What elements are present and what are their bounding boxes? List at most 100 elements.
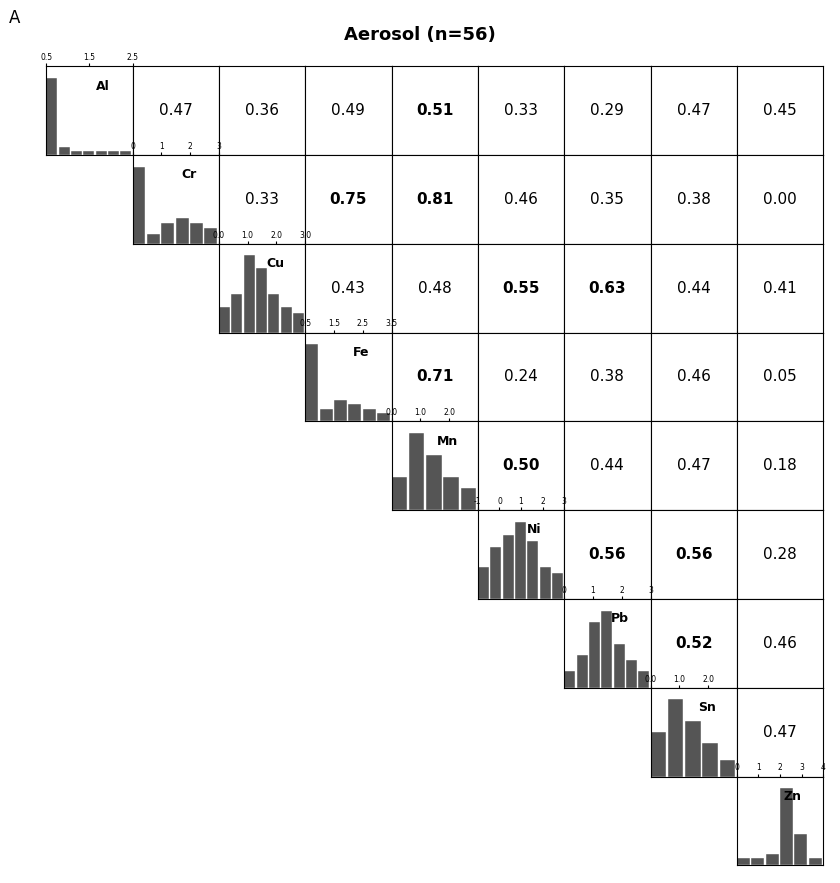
Text: Aerosol (n=56): Aerosol (n=56): [344, 26, 496, 44]
Bar: [491, 547, 501, 599]
Text: 0.52: 0.52: [675, 636, 712, 651]
Bar: [293, 313, 304, 333]
Text: 0.36: 0.36: [245, 103, 279, 118]
Text: 0.48: 0.48: [417, 281, 452, 296]
Bar: [363, 409, 375, 421]
Bar: [120, 151, 131, 155]
Bar: [478, 567, 489, 599]
Bar: [638, 671, 649, 688]
Text: 0.47: 0.47: [764, 725, 797, 740]
Text: Zn: Zn: [784, 790, 802, 803]
Bar: [133, 167, 145, 244]
Text: 0.29: 0.29: [591, 103, 624, 118]
Bar: [528, 541, 538, 599]
Bar: [256, 268, 267, 333]
Text: 0.44: 0.44: [677, 281, 711, 296]
Bar: [377, 413, 390, 421]
Bar: [281, 307, 291, 333]
Text: 0.71: 0.71: [416, 369, 454, 384]
Text: 0.33: 0.33: [245, 192, 279, 207]
Text: 0.51: 0.51: [416, 103, 454, 118]
Bar: [668, 699, 684, 776]
Bar: [515, 522, 526, 599]
Text: 0.45: 0.45: [764, 103, 797, 118]
Bar: [685, 721, 701, 776]
Text: A: A: [8, 9, 20, 26]
Bar: [576, 654, 588, 688]
Bar: [334, 400, 347, 421]
Bar: [502, 534, 513, 599]
Text: 0.18: 0.18: [764, 458, 797, 473]
Text: 0.46: 0.46: [504, 192, 538, 207]
Text: 0.38: 0.38: [677, 192, 711, 207]
Bar: [539, 567, 551, 599]
Text: 0.75: 0.75: [329, 192, 367, 207]
Bar: [59, 147, 70, 155]
Bar: [426, 455, 442, 510]
Text: 0.44: 0.44: [591, 458, 624, 473]
Text: 0.35: 0.35: [591, 192, 624, 207]
Text: 0.47: 0.47: [677, 103, 711, 118]
Bar: [737, 857, 750, 865]
Bar: [751, 857, 764, 865]
Text: 0.55: 0.55: [502, 281, 540, 296]
Text: Sn: Sn: [698, 701, 716, 714]
Text: 0.00: 0.00: [764, 192, 797, 207]
Text: 0.49: 0.49: [332, 103, 365, 118]
Bar: [552, 573, 563, 599]
Bar: [765, 854, 779, 865]
Bar: [219, 307, 230, 333]
Bar: [613, 644, 625, 688]
Bar: [176, 218, 189, 244]
Bar: [809, 857, 822, 865]
Text: 0.56: 0.56: [589, 547, 626, 562]
Bar: [46, 78, 57, 155]
Text: Ni: Ni: [527, 524, 541, 537]
Bar: [305, 344, 318, 421]
Text: 0.47: 0.47: [159, 103, 192, 118]
Text: 0.46: 0.46: [677, 369, 711, 384]
Text: 0.56: 0.56: [675, 547, 712, 562]
Text: Fe: Fe: [353, 346, 370, 358]
Bar: [460, 488, 476, 510]
Bar: [71, 151, 82, 155]
Bar: [409, 433, 424, 510]
Text: 0.05: 0.05: [764, 369, 797, 384]
Text: 0.41: 0.41: [764, 281, 797, 296]
Bar: [349, 404, 361, 421]
Text: 0.81: 0.81: [416, 192, 454, 207]
Bar: [268, 294, 279, 333]
Text: 0.38: 0.38: [591, 369, 624, 384]
Bar: [589, 622, 600, 688]
Text: 0.33: 0.33: [504, 103, 538, 118]
Bar: [444, 477, 459, 510]
Text: 0.47: 0.47: [677, 458, 711, 473]
Text: Cr: Cr: [181, 169, 197, 181]
Bar: [601, 610, 612, 688]
Bar: [702, 743, 718, 776]
Text: 0.43: 0.43: [332, 281, 365, 296]
Bar: [204, 229, 218, 244]
Text: Al: Al: [96, 79, 109, 93]
Bar: [161, 223, 174, 244]
Text: Cu: Cu: [266, 257, 284, 270]
Text: 0.50: 0.50: [502, 458, 540, 473]
Text: Mn: Mn: [437, 434, 459, 448]
Bar: [564, 671, 575, 688]
Bar: [720, 760, 735, 776]
Text: 0.28: 0.28: [764, 547, 797, 562]
Bar: [391, 477, 407, 510]
Text: 0.46: 0.46: [763, 636, 797, 651]
Text: 0.63: 0.63: [589, 281, 626, 296]
Bar: [231, 294, 242, 333]
Bar: [780, 789, 793, 865]
Text: 0.24: 0.24: [504, 369, 538, 384]
Bar: [96, 151, 107, 155]
Bar: [190, 223, 203, 244]
Bar: [626, 660, 637, 688]
Bar: [83, 151, 94, 155]
Text: Pb: Pb: [612, 612, 629, 625]
Bar: [795, 834, 807, 865]
Bar: [650, 732, 666, 776]
Bar: [147, 233, 160, 244]
